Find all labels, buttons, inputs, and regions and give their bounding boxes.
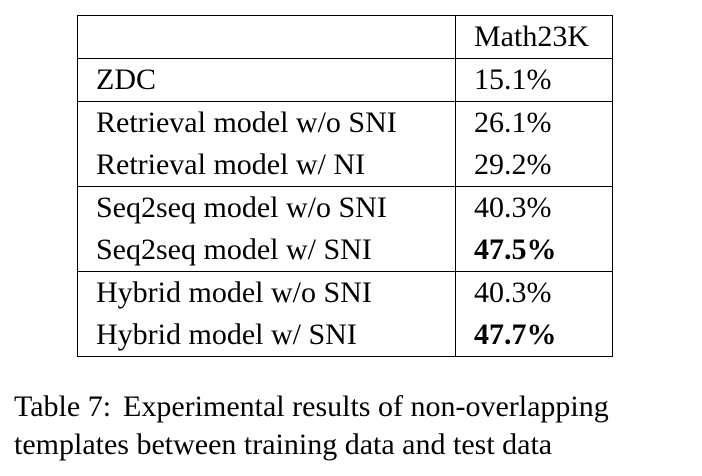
header-dataset-cell: Math23K — [455, 15, 613, 59]
model-name-cell: Seq2seq model w/o SNI — [77, 186, 456, 229]
model-name-cell: Retrieval model w/o SNI — [77, 101, 456, 144]
score-cell: 47.5% — [455, 229, 613, 272]
table-header-row: Math23K — [77, 15, 613, 59]
score-cell: 15.1% — [455, 58, 613, 102]
score-cell: 26.1% — [455, 101, 613, 144]
model-name-cell: Hybrid model w/ SNI — [77, 314, 456, 357]
caption-label: Table 7: — [14, 390, 112, 423]
header-model-cell — [77, 15, 456, 59]
model-name-cell: Retrieval model w/ NI — [77, 144, 456, 187]
results-table-body: Math23K ZDC 15.1% Retrieval model w/o SNI 2… — [77, 15, 613, 357]
table-row: Seq2seq model w/o SNI 40.3% — [77, 186, 613, 229]
table-row: Retrieval model w/ NI 29.2% — [77, 144, 613, 187]
model-name-cell: ZDC — [77, 58, 456, 102]
caption-text: Experimental results of non-overlapping … — [14, 390, 609, 461]
model-name-cell: Hybrid model w/o SNI — [77, 271, 456, 314]
table-caption: Table 7: Experimental results of non-over… — [14, 388, 694, 464]
score-cell: 40.3% — [455, 271, 613, 314]
model-name-cell: Seq2seq model w/ SNI — [77, 229, 456, 272]
table-row: Retrieval model w/o SNI 26.1% — [77, 101, 613, 144]
table-row: Hybrid model w/ SNI 47.7% — [77, 314, 613, 357]
table-row: ZDC 15.1% — [77, 58, 613, 102]
results-table: Math23K ZDC 15.1% Retrieval model w/o SNI 2… — [77, 15, 613, 357]
score-cell: 47.7% — [455, 314, 613, 357]
score-cell: 29.2% — [455, 144, 613, 187]
score-cell: 40.3% — [455, 186, 613, 229]
table-row: Hybrid model w/o SNI 40.3% — [77, 271, 613, 314]
table-row: Seq2seq model w/ SNI 47.5% — [77, 229, 613, 272]
